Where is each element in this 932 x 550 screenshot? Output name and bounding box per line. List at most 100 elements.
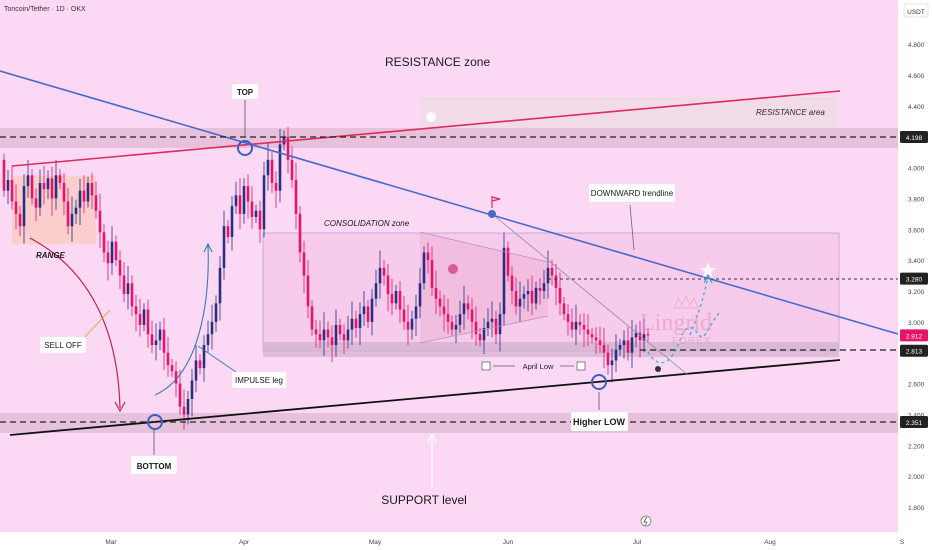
candle-body (34, 198, 38, 208)
candle-body (370, 298, 374, 322)
candle-body (594, 337, 598, 341)
candle-body (474, 321, 478, 335)
currency-badge[interactable] (903, 3, 929, 18)
candle-body (110, 241, 114, 264)
candle-body (130, 283, 134, 307)
candle-body (394, 290, 398, 304)
x-tick-label: Apr (239, 539, 250, 546)
flag-icon (491, 196, 501, 208)
candle-body (78, 190, 82, 208)
candle-body (582, 324, 586, 330)
sell-off-arrow (29, 237, 121, 409)
y-tick-label: 3.000 (908, 320, 925, 327)
price-tag-box (900, 416, 928, 428)
candle-body (542, 283, 546, 291)
support-pointer-head (427, 432, 437, 443)
candle-body (486, 321, 490, 329)
candle-body (154, 340, 158, 346)
candle-body (70, 213, 74, 227)
candle-body (202, 345, 206, 369)
label-impulse-bg (232, 372, 286, 388)
y-tick-label: 4.400 (908, 104, 925, 111)
candle-body (586, 329, 590, 335)
bottom-circle (147, 414, 163, 430)
candle-body (406, 321, 410, 330)
candle-body (318, 334, 322, 341)
range-box (12, 176, 96, 244)
candle-body (162, 329, 166, 353)
candle-body (102, 232, 106, 253)
candle-body (330, 337, 334, 346)
wedge-top-line (419, 231, 549, 263)
candle-body (222, 226, 226, 268)
candle-body (46, 178, 50, 190)
candle-body (554, 275, 558, 288)
candle-body (350, 318, 354, 330)
candles-group (2, 126, 650, 430)
candle-body (174, 371, 178, 384)
candle-body (150, 334, 154, 346)
impulse-pointer (197, 345, 237, 373)
y-tick-label: 4.800 (908, 42, 925, 49)
x-tick-label: May (369, 539, 382, 546)
candle-body (418, 283, 422, 307)
events-icon[interactable] (640, 515, 652, 527)
candle-body (414, 306, 418, 319)
candle-body (18, 213, 22, 227)
y-tick-label: 3.800 (908, 196, 925, 203)
candle-body (274, 182, 278, 191)
check-icon-right (576, 361, 586, 371)
candle-body (30, 175, 34, 199)
candle-body (38, 182, 42, 208)
candle-body (498, 314, 502, 335)
label-downtrend-bg (589, 184, 675, 202)
candle-body (98, 210, 102, 233)
candle-body (514, 290, 518, 307)
candle-body (194, 360, 198, 381)
candle-body (574, 321, 578, 330)
candle-body (402, 309, 406, 322)
candle-body (626, 340, 630, 353)
label-bottom: BOTTOM (137, 462, 172, 471)
resistance-icon (426, 112, 436, 122)
candle-body (502, 247, 506, 315)
wedge-bottom-line (419, 315, 549, 344)
label-sell-off-bg (40, 337, 86, 353)
candle-body (622, 340, 626, 346)
label-downtrend: DOWNWARD trendline (591, 189, 674, 198)
y-tick-label: 1.800 (908, 505, 925, 512)
candle-body (482, 328, 486, 341)
candle-body (550, 267, 554, 276)
y-tick-label: 2.400 (908, 412, 925, 419)
candle-body (178, 383, 182, 407)
candle-body (322, 329, 326, 341)
candle-body (630, 337, 634, 353)
time-axis[interactable]: Mar Apr May Jun Jul Aug S (105, 539, 904, 546)
higher-low-circle (591, 374, 607, 390)
candle-body (90, 182, 94, 196)
x-tick-label: Jul (633, 539, 642, 546)
label-support-level: SUPPORT level (381, 493, 467, 507)
resistance-line (11, 90, 841, 167)
candle-body (638, 332, 642, 341)
candle-body (94, 195, 98, 211)
label-higher-low-bg (571, 412, 628, 431)
consolidation-lower-band (263, 342, 839, 357)
candle-body (450, 321, 454, 330)
candle-body (306, 275, 310, 307)
candle-body (234, 195, 238, 207)
label-sell-off: SELL OFF (44, 341, 82, 350)
candle-body (114, 241, 118, 261)
candle-body (346, 329, 350, 341)
candle-body (642, 334, 646, 341)
price-axis[interactable]: 4.800 4.600 4.400 4.000 3.800 3.600 3.400 3.200… (908, 42, 925, 512)
candle-body (362, 306, 366, 315)
candle-body (578, 321, 582, 325)
candle-body (106, 252, 110, 264)
candle-body (590, 334, 594, 338)
candle-body (366, 306, 370, 322)
downtrend-pointer (629, 204, 635, 251)
candle-body (614, 349, 618, 361)
symbol-title: Toncoin/Tether · 1D · OKX (4, 6, 86, 13)
